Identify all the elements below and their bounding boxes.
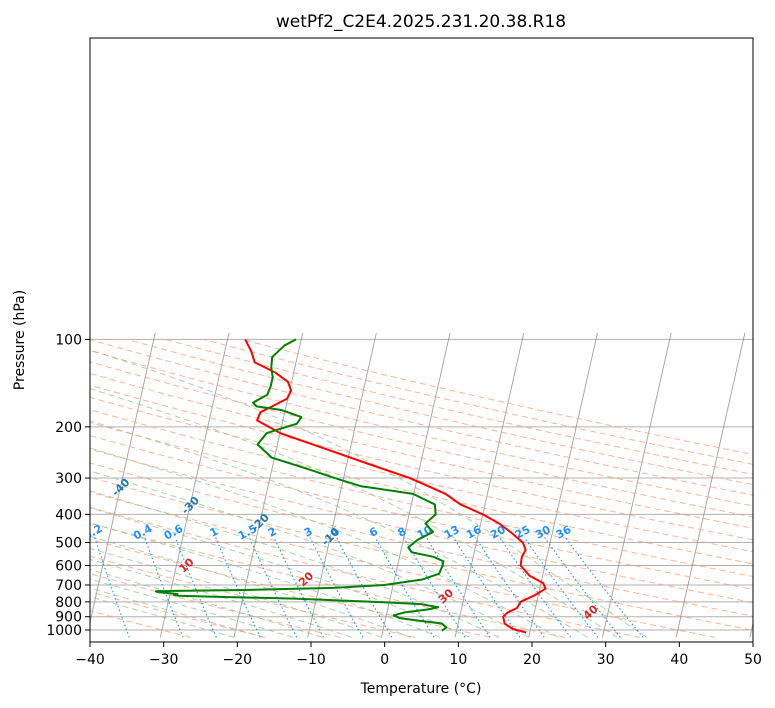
y-tick-label: 300 (55, 471, 82, 487)
moist-adiabat-line (90, 587, 264, 638)
mixing-ratio-line (273, 537, 325, 638)
mixing-ratio-line (544, 537, 621, 638)
y-axis-label: Pressure (hPa) (12, 290, 28, 390)
dry-adiabat-line (203, 338, 753, 465)
x-tick-label: −30 (149, 652, 179, 668)
y-tick-label: 100 (55, 332, 82, 348)
mixing-ratio-label: 3 (302, 525, 315, 540)
background-lines (0, 332, 753, 638)
moist-adiabat-line (90, 349, 647, 638)
moist-adiabat-line (90, 388, 618, 638)
y-tick-label: 800 (55, 595, 82, 611)
dry-adiabat-label: 30 (436, 586, 456, 606)
mixing-ratio-label: 36 (554, 523, 574, 542)
moist-adiabat-line (90, 522, 441, 638)
dry-adiabat-line (90, 591, 266, 638)
mixing-ratio-label: 6 (367, 525, 380, 540)
isotherm-line (90, 332, 156, 625)
dry-adiabat-line (90, 435, 753, 590)
x-tick-label: 10 (449, 652, 467, 668)
mixing-ratio-line (453, 537, 521, 638)
mixing-ratio-line (174, 537, 217, 638)
x-tick-label: 20 (523, 652, 541, 668)
dry-adiabat-line (127, 338, 753, 486)
dry-adiabat-line (90, 555, 416, 638)
plot-frame (89, 37, 754, 643)
isotherm-line (602, 332, 672, 638)
x-tick-label: 50 (744, 652, 762, 668)
dry-adiabat-line (90, 384, 753, 541)
mixing-ratio-line (94, 537, 130, 638)
x-tick-label: 0 (380, 652, 389, 668)
isotherm-line (159, 332, 230, 638)
dewpoint-profile (154, 338, 448, 632)
mixing-ratio-label: 25 (513, 523, 533, 542)
mixing-ratio-label: 1 (208, 525, 221, 540)
dry-adiabat-line (90, 506, 641, 638)
x-tick-label: −20 (223, 652, 253, 668)
x-axis-label: Temperature (°C) (360, 681, 482, 697)
mixing-ratio-line (523, 537, 599, 638)
mixing-ratio-line (499, 537, 572, 638)
dry-adiabat-line (90, 522, 566, 638)
axes: −40 −30 −20 −10 0 10 20 30 40 50 100 200 300 400 500 60… (46, 332, 762, 668)
dry-adiabat-line (90, 610, 191, 638)
dry-adiabat-line (90, 372, 753, 529)
mixing-ratio-line (425, 537, 491, 638)
mixing-ratio-label: 16 (464, 523, 484, 542)
dry-adiabat-line (90, 491, 715, 638)
x-tick-label: 40 (670, 652, 688, 668)
moist-adiabat-line (90, 420, 588, 638)
dry-adiabat-line (90, 476, 753, 631)
isotherm-line (675, 332, 746, 638)
moist-adiabat-line (90, 568, 323, 638)
dry-adiabat-label: 10 (177, 555, 197, 575)
isotherm-line (380, 332, 451, 638)
dry-adiabat-line (90, 462, 753, 617)
moist-adiabat-line (90, 535, 411, 638)
mixing-ratio-label: 2 (266, 525, 279, 540)
mixing-ratio-label: 13 (442, 523, 462, 542)
dry-adiabat-line (90, 421, 753, 577)
isotherm-line (454, 332, 525, 638)
moist-adiabat-line (90, 578, 294, 638)
mixing-ratio-label: 30 (533, 523, 553, 542)
mixing-ratio-line (248, 537, 298, 638)
moist-adiabat-line (90, 547, 382, 638)
dry-adiabat-line (90, 350, 753, 507)
isotherm-line (307, 332, 377, 638)
y-tick-label: 500 (55, 536, 82, 552)
y-tick-label: 900 (55, 610, 82, 626)
y-tick-label: 400 (55, 507, 82, 523)
moist-adiabat-line (90, 470, 529, 638)
mixing-ratio-line (336, 537, 393, 638)
chart-title: wetPf2_C2E4.2025.231.20.38.R18 (276, 12, 566, 32)
isotherm-line (0, 333, 8, 637)
isotherm-label: -10 (319, 525, 342, 548)
x-tick-label: 30 (597, 652, 615, 668)
temperature-profile (244, 338, 547, 634)
y-tick-label: 1000 (46, 623, 82, 639)
moist-adiabat-line (90, 447, 559, 638)
y-tick-label: 200 (55, 420, 82, 436)
isotherm-label: -40 (109, 475, 132, 498)
dry-adiabat-label: 40 (581, 602, 601, 622)
sounding-profiles (154, 338, 547, 634)
mixing-ratio-line (143, 537, 184, 638)
isotherm-label: -30 (179, 494, 202, 517)
isotherm-line (233, 332, 304, 638)
x-tick-label: −10 (296, 652, 326, 668)
x-tick-label: −40 (75, 652, 105, 668)
y-tick-label: 700 (55, 578, 82, 594)
y-tick-label: 600 (55, 559, 82, 575)
dry-adiabat-line (241, 338, 753, 455)
isotherm-line (749, 621, 753, 638)
